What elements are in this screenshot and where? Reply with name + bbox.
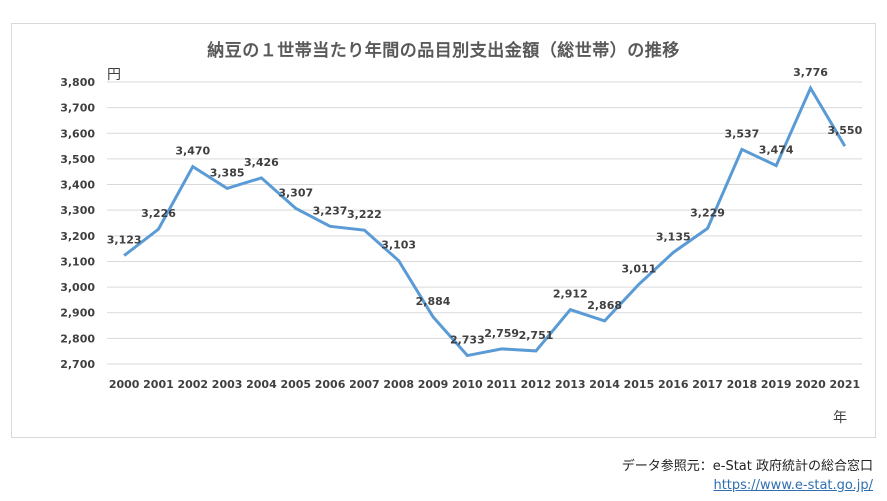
x-tick-label: 2006	[315, 378, 346, 391]
data-label: 3,307	[278, 186, 313, 199]
y-tick-label: 3,300	[60, 204, 95, 217]
x-tick-label: 2003	[212, 378, 243, 391]
x-tick-label: 2005	[280, 378, 311, 391]
x-axis-unit-label: 年	[833, 410, 847, 426]
y-axis-unit-label: 円	[107, 67, 121, 83]
x-tick-label: 2012	[521, 378, 552, 391]
x-tick-label: 2000	[109, 378, 140, 391]
y-tick-label: 2,700	[60, 358, 95, 371]
data-label: 3,474	[759, 144, 794, 157]
data-label: 3,470	[175, 145, 210, 158]
x-tick-label: 2013	[555, 378, 586, 391]
y-tick-label: 3,800	[60, 76, 95, 89]
x-tick-label: 2007	[349, 378, 380, 391]
x-tick-label: 2008	[383, 378, 414, 391]
y-tick-label: 3,500	[60, 153, 95, 166]
y-tick-label: 3,600	[60, 127, 95, 140]
x-tick-label: 2021	[830, 378, 861, 391]
x-axis-ticks: 2000 2001 2002 2003 2004 2005 2006 2007 2008 2009…	[109, 378, 860, 391]
data-label: 3,229	[690, 206, 725, 219]
series-layer	[123, 84, 847, 358]
x-tick-label: 2009	[418, 378, 449, 391]
y-axis-ticks: 2,700 2,800 2,900 3,000 3,100 3,200 3,300 3,400…	[60, 76, 95, 371]
data-label: 3,776	[793, 66, 828, 79]
x-tick-label: 2020	[795, 378, 826, 391]
y-tick-label: 3,400	[60, 179, 95, 192]
data-label: 3,537	[724, 127, 759, 140]
x-tick-label: 2017	[692, 378, 723, 391]
x-tick-label: 2016	[658, 378, 689, 391]
x-tick-label: 2015	[624, 378, 655, 391]
data-label: 2,912	[553, 288, 588, 301]
y-tick-label: 2,800	[60, 332, 95, 345]
data-label: 3,123	[107, 234, 142, 247]
x-tick-label: 2002	[177, 378, 208, 391]
data-label: 2,751	[519, 329, 554, 342]
data-label: 3,103	[381, 239, 416, 252]
x-tick-label: 2019	[761, 378, 792, 391]
source-link[interactable]: https://www.e-stat.go.jp/	[713, 478, 873, 493]
series-line	[123, 84, 847, 358]
data-label: 3,550	[827, 124, 862, 137]
data-label: 2,884	[416, 295, 451, 308]
chart-title: 納豆の１世帯当たり年間の品目別支出金額（総世帯）の推移	[207, 41, 680, 61]
y-tick-label: 3,200	[60, 230, 95, 243]
x-tick-label: 2010	[452, 378, 483, 391]
data-label: 3,237	[313, 204, 348, 217]
x-tick-label: 2014	[589, 378, 620, 391]
data-label: 3,135	[656, 230, 691, 243]
data-label: 2,868	[587, 299, 622, 312]
gridlines	[107, 81, 862, 365]
y-tick-label: 3,100	[60, 255, 95, 268]
source-note: データ参照元：e-Stat 政府統計の総合窓口	[621, 459, 873, 474]
x-tick-label: 2004	[246, 378, 277, 391]
data-label: 3,011	[622, 262, 657, 275]
data-label: 3,385	[210, 166, 245, 179]
y-tick-label: 2,900	[60, 307, 95, 320]
data-label: 2,733	[450, 334, 485, 347]
y-tick-label: 3,000	[60, 281, 95, 294]
data-label: 3,222	[347, 208, 382, 221]
data-label: 3,426	[244, 156, 279, 169]
data-label: 3,226	[141, 207, 176, 220]
x-tick-label: 2018	[727, 378, 758, 391]
data-label: 2,759	[484, 327, 519, 340]
x-tick-label: 2001	[143, 378, 174, 391]
y-tick-label: 3,700	[60, 102, 95, 115]
x-tick-label: 2011	[486, 378, 517, 391]
